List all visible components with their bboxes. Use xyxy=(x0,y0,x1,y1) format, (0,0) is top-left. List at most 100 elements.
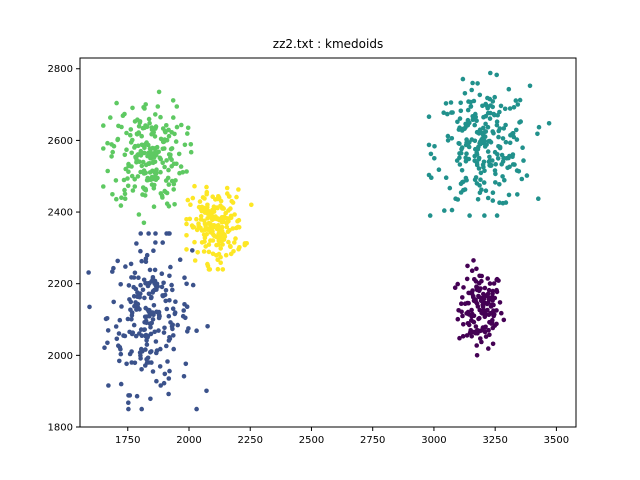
scatter-point-cluster-2 xyxy=(432,144,437,149)
scatter-point-cluster-2 xyxy=(473,175,479,180)
scatter-point-cluster-3 xyxy=(138,169,143,175)
scatter-point-cluster-3 xyxy=(166,182,172,187)
scatter-point-cluster-2 xyxy=(474,160,480,166)
scatter-point-cluster-1 xyxy=(129,317,134,322)
scatter-point-cluster-3 xyxy=(130,188,136,193)
scatter-point-cluster-3 xyxy=(176,151,182,157)
scatter-point-cluster-2 xyxy=(480,162,486,167)
scatter-point-cluster-3 xyxy=(170,98,176,103)
scatter-point-cluster-1 xyxy=(106,383,111,388)
scatter-point-cluster-4 xyxy=(203,244,208,249)
scatter-point-cluster-3 xyxy=(110,149,115,155)
scatter-point-cluster-3 xyxy=(154,167,159,172)
scatter-point-cluster-3 xyxy=(135,174,141,179)
scatter-point-cluster-3 xyxy=(128,127,134,132)
scatter-point-cluster-3 xyxy=(164,158,169,163)
scatter-point-cluster-1 xyxy=(157,314,162,319)
scatter-point-cluster-3 xyxy=(188,149,194,155)
scatter-point-cluster-3 xyxy=(164,123,169,128)
scatter-point-cluster-3 xyxy=(105,140,110,146)
scatter-point-cluster-1 xyxy=(144,320,149,326)
scatter-point-cluster-2 xyxy=(476,155,482,161)
scatter-point-cluster-1 xyxy=(161,330,167,335)
scatter-point-cluster-1 xyxy=(167,298,172,303)
scatter-point-cluster-2 xyxy=(482,168,487,174)
scatter-point-cluster-2 xyxy=(503,122,508,128)
scatter-point-cluster-2 xyxy=(500,174,505,179)
scatter-point-cluster-1 xyxy=(126,283,132,288)
scatter-point-cluster-0 xyxy=(460,334,466,339)
scatter-point-cluster-4 xyxy=(233,236,238,241)
scatter-point-cluster-0 xyxy=(501,317,507,323)
scatter-point-cluster-1 xyxy=(162,371,168,377)
scatter-point-cluster-3 xyxy=(122,196,128,201)
scatter-point-cluster-3 xyxy=(141,168,147,173)
scatter-point-cluster-2 xyxy=(457,116,463,121)
scatter-point-cluster-2 xyxy=(527,83,533,89)
scatter-point-cluster-1 xyxy=(146,309,152,315)
scatter-point-cluster-0 xyxy=(486,297,492,302)
scatter-point-cluster-1 xyxy=(125,316,131,322)
scatter-point-cluster-3 xyxy=(136,124,142,129)
scatter-point-cluster-2 xyxy=(520,145,525,150)
scatter-point-cluster-2 xyxy=(506,86,512,92)
scatter-point-cluster-1 xyxy=(153,240,158,245)
scatter-point-cluster-1 xyxy=(132,303,137,309)
scatter-point-cluster-2 xyxy=(462,187,468,192)
scatter-point-cluster-1 xyxy=(127,351,133,357)
scatter-point-cluster-4 xyxy=(229,198,234,204)
scatter-point-cluster-4 xyxy=(216,225,221,231)
scatter-point-cluster-1 xyxy=(169,324,175,329)
scatter-point-cluster-3 xyxy=(109,142,114,147)
scatter-point-cluster-0 xyxy=(479,328,485,333)
scatter-point-cluster-4 xyxy=(232,240,237,245)
scatter-point-cluster-2 xyxy=(487,163,493,168)
scatter-point-cluster-2 xyxy=(513,98,519,103)
scatter-point-cluster-2 xyxy=(470,117,476,122)
scatter-point-cluster-1 xyxy=(181,374,187,379)
scatter-point-cluster-2 xyxy=(512,162,517,167)
scatter-point-cluster-1 xyxy=(117,358,122,364)
scatter-point-cluster-2 xyxy=(432,156,437,161)
scatter-point-cluster-4 xyxy=(190,195,196,201)
scatter-point-cluster-2 xyxy=(468,104,474,109)
scatter-point-cluster-2 xyxy=(454,158,460,163)
scatter-point-cluster-4 xyxy=(201,232,207,237)
scatter-point-cluster-3 xyxy=(153,124,159,129)
scatter-point-cluster-3 xyxy=(160,195,165,200)
scatter-point-cluster-2 xyxy=(469,137,475,142)
scatter-point-cluster-2 xyxy=(464,137,469,142)
scatter-point-cluster-2 xyxy=(470,80,475,86)
scatter-point-cluster-3 xyxy=(119,124,124,130)
scatter-point-cluster-0 xyxy=(490,341,496,347)
scatter-point-cluster-3 xyxy=(125,176,130,181)
scatter-point-cluster-4 xyxy=(192,183,197,189)
scatter-point-cluster-2 xyxy=(471,98,477,104)
scatter-point-cluster-3 xyxy=(180,170,186,175)
scatter-point-cluster-3 xyxy=(158,114,163,120)
scatter-point-cluster-1 xyxy=(122,333,128,339)
scatter-point-cluster-2 xyxy=(474,181,480,186)
scatter-point-cluster-0 xyxy=(471,295,476,300)
scatter-point-cluster-2 xyxy=(502,106,508,112)
scatter-point-cluster-4 xyxy=(236,217,242,223)
scatter-point-cluster-2 xyxy=(448,100,454,105)
scatter-point-cluster-2 xyxy=(445,133,451,139)
scatter-point-cluster-2 xyxy=(519,176,525,182)
scatter-point-cluster-2 xyxy=(445,111,450,117)
scatter-point-cluster-1 xyxy=(138,327,144,332)
x-tick-label: 2500 xyxy=(299,435,324,446)
scatter-point-cluster-2 xyxy=(480,136,485,141)
scatter-point-cluster-1 xyxy=(165,359,170,364)
scatter-point-cluster-2 xyxy=(474,152,480,157)
scatter-point-cluster-3 xyxy=(174,124,180,130)
scatter-point-cluster-1 xyxy=(169,282,174,288)
scatter-point-cluster-3 xyxy=(162,137,167,142)
scatter-point-cluster-2 xyxy=(493,171,498,177)
scatter-point-cluster-4 xyxy=(210,251,216,257)
scatter-point-cluster-3 xyxy=(166,127,171,133)
scatter-point-cluster-2 xyxy=(441,110,447,115)
scatter-point-cluster-2 xyxy=(485,149,491,154)
scatter-point-cluster-4 xyxy=(196,221,201,226)
scatter-point-cluster-2 xyxy=(457,141,462,146)
